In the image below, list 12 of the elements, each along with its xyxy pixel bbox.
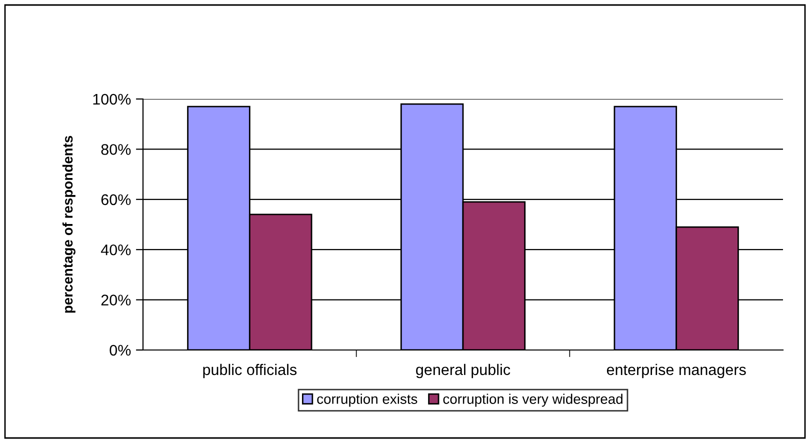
y-tick-label: 80%: [101, 144, 131, 155]
x-tick-label: public officials: [203, 364, 297, 378]
x-tick-label: general public: [416, 364, 510, 378]
y-tick-label: 40%: [100, 244, 131, 256]
x-tick-label: enterprise managers: [606, 364, 746, 378]
y-tick-label: 20%: [101, 294, 131, 306]
legend-label: corruption is very widespread: [443, 394, 622, 407]
y-tick-label: 0%: [110, 344, 131, 356]
y-tick-label: 100%: [93, 94, 131, 105]
y-tick-label: 60%: [101, 194, 131, 206]
legend-label: corruption exists: [317, 394, 418, 407]
y-axis-title: percentage of respondents: [62, 136, 76, 313]
